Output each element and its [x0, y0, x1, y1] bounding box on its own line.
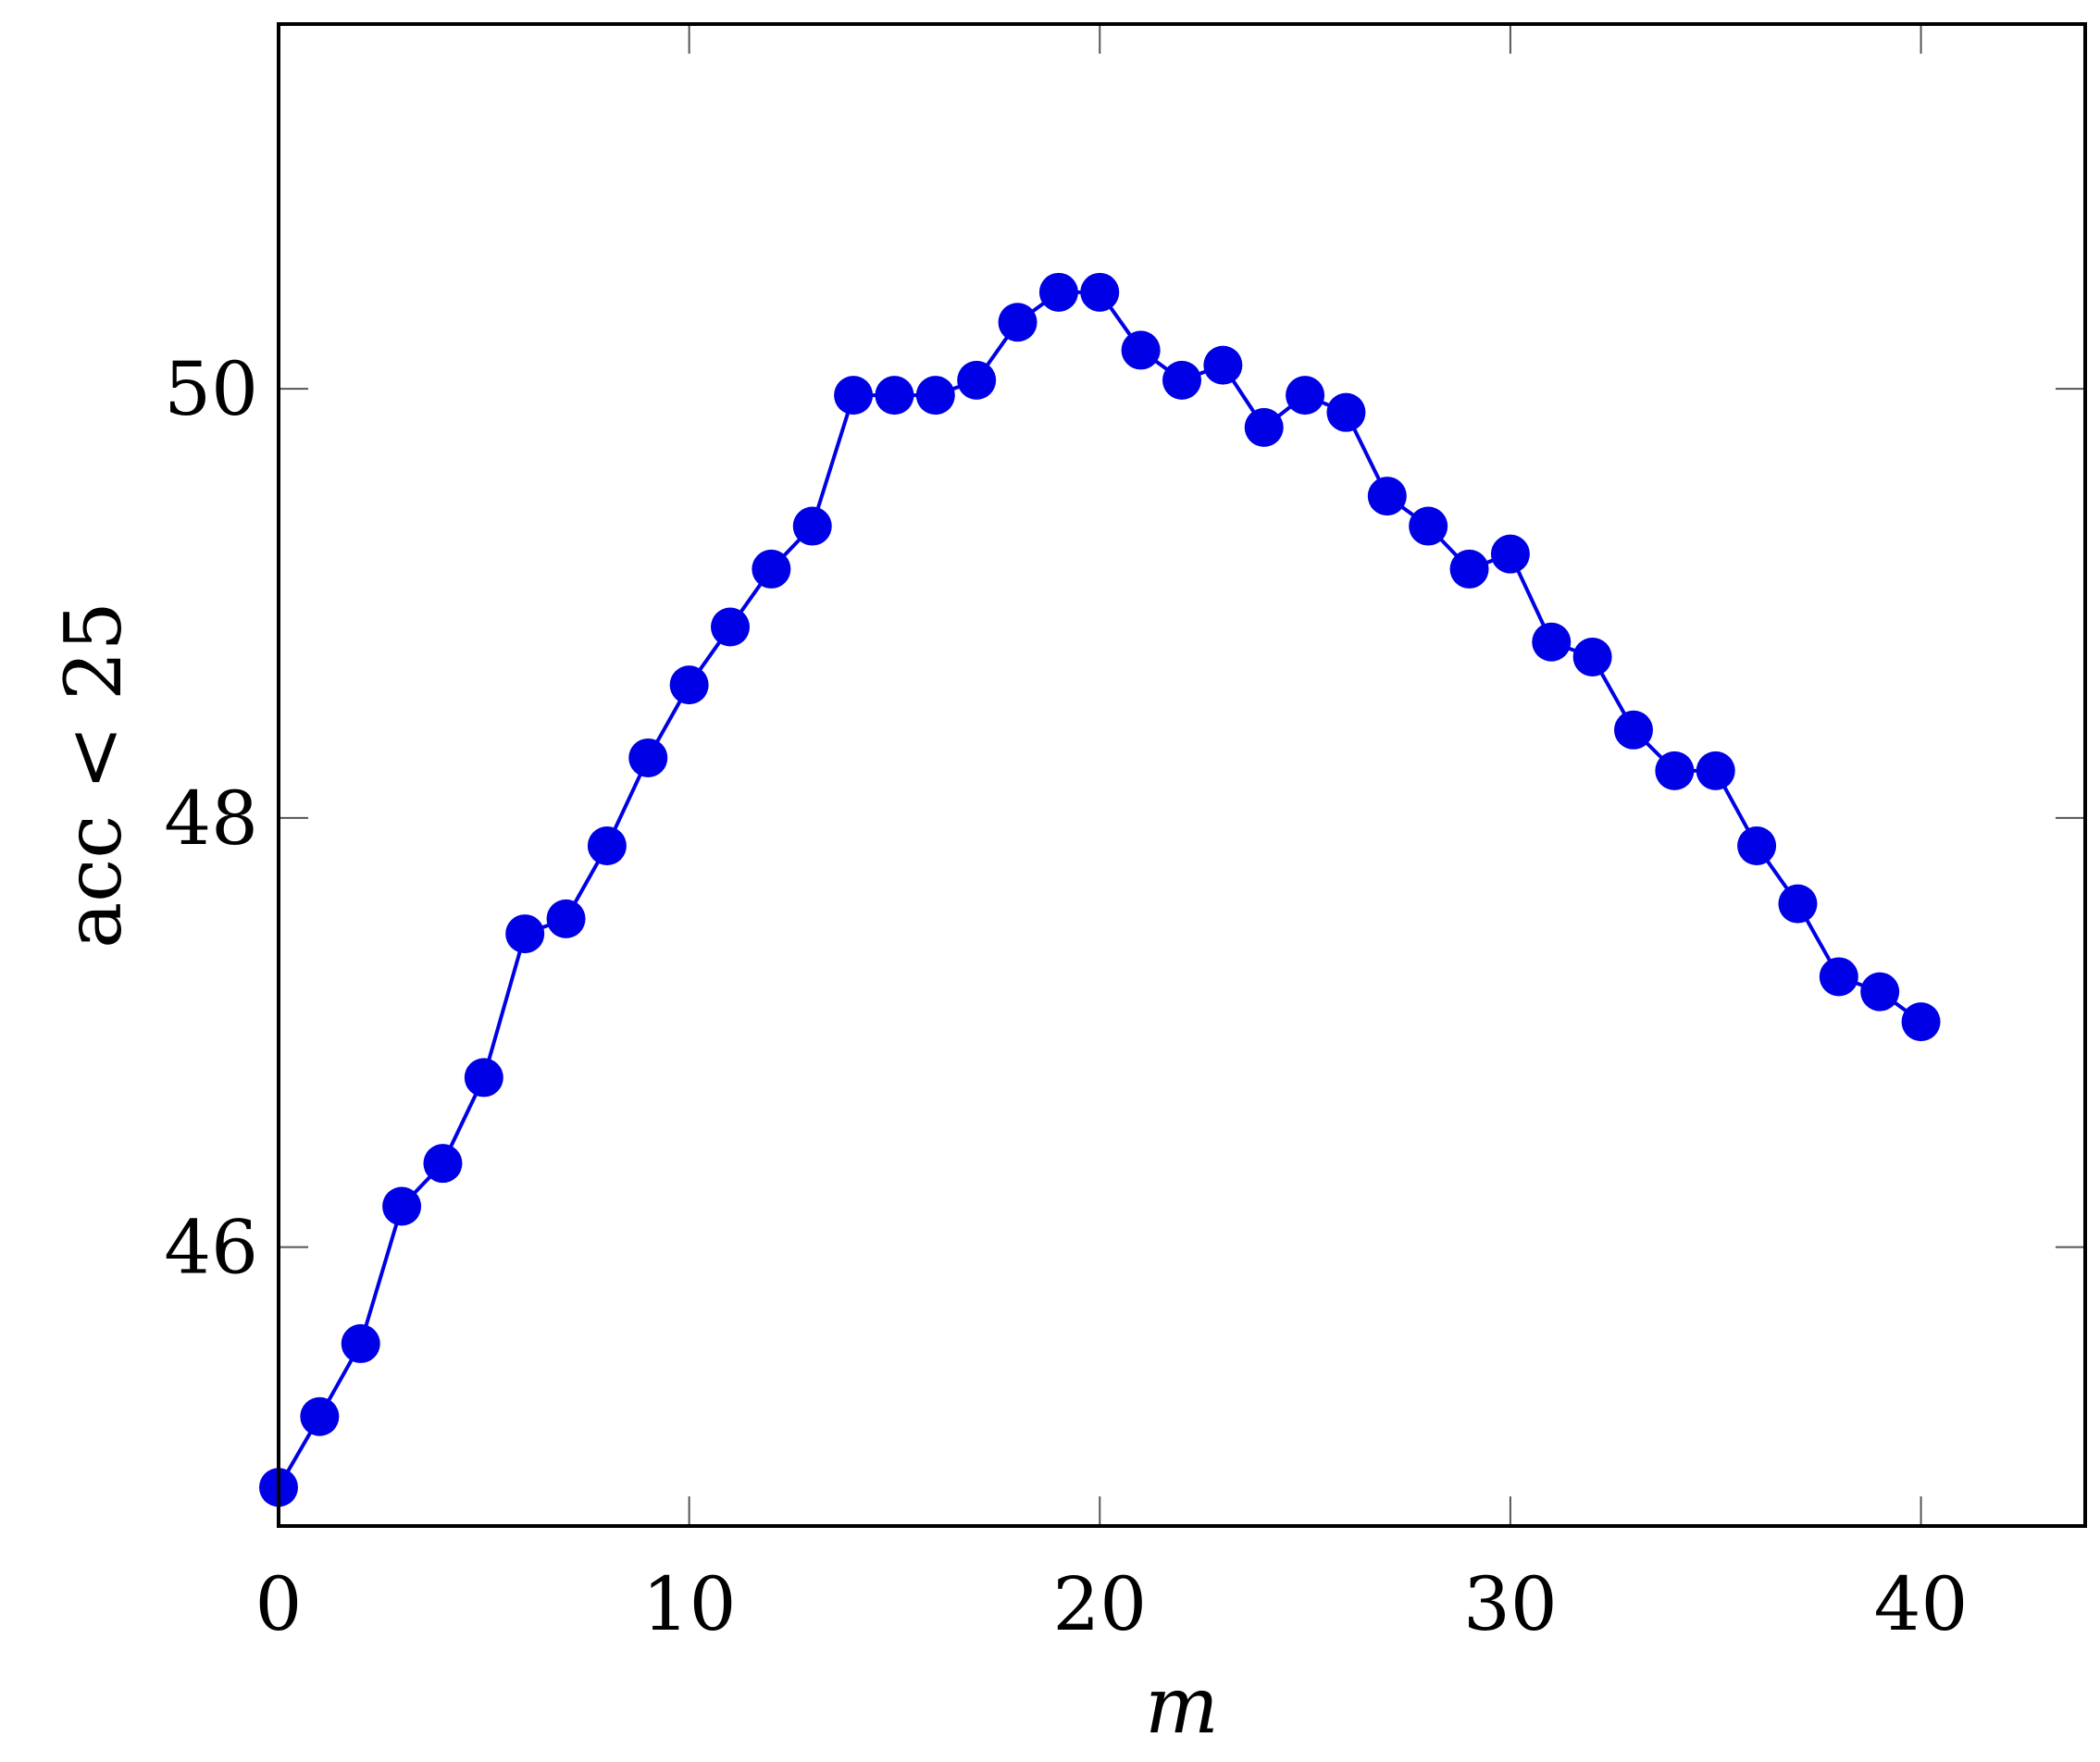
- x-tick-label: 30: [1463, 1561, 1558, 1647]
- data-point: [1080, 272, 1120, 312]
- x-tick-label: 40: [1874, 1561, 1969, 1647]
- data-point: [915, 376, 955, 416]
- data-point: [1162, 360, 1201, 400]
- data-point: [1203, 345, 1243, 385]
- data-point: [1819, 957, 1858, 997]
- data-point: [834, 376, 874, 416]
- data-point: [711, 607, 750, 647]
- data-point: [1326, 392, 1366, 432]
- data-point: [382, 1186, 422, 1226]
- data-point: [1737, 826, 1777, 866]
- data-point: [505, 914, 545, 954]
- x-axis-title: m: [1145, 1660, 1219, 1751]
- y-tick-label: 48: [164, 776, 258, 862]
- x-tick-label: 10: [642, 1561, 737, 1647]
- data-point: [752, 549, 791, 589]
- y-axis-ticks: 46 48 50: [164, 346, 2085, 1291]
- data-point: [1367, 477, 1407, 516]
- data-point: [1532, 622, 1572, 662]
- data-point: [1244, 407, 1284, 447]
- data-point: [1655, 751, 1695, 790]
- data-point: [792, 506, 832, 546]
- data-point: [1901, 1002, 1941, 1042]
- series-line: [277, 290, 1922, 1489]
- data-point: [628, 738, 668, 777]
- y-tick-label: 46: [164, 1205, 258, 1291]
- data-point: [1286, 376, 1325, 416]
- data-point: [1490, 534, 1530, 574]
- data-point: [300, 1396, 340, 1436]
- data-point: [1572, 637, 1612, 676]
- y-axis-title: acc < 25: [48, 602, 139, 949]
- data-point: [1449, 549, 1489, 589]
- data-point: [957, 360, 997, 400]
- data-point: [1121, 330, 1161, 370]
- x-axis-ticks: 0 10 20 30 40: [255, 24, 1969, 1647]
- data-point: [1778, 884, 1818, 924]
- data-point: [464, 1058, 503, 1098]
- data-point: [587, 826, 627, 866]
- x-tick-label: 0: [255, 1561, 303, 1647]
- data-point: [875, 376, 914, 416]
- data-point: [1409, 506, 1448, 546]
- x-tick-label: 20: [1052, 1561, 1147, 1647]
- data-point: [341, 1323, 380, 1363]
- data-point: [423, 1144, 463, 1184]
- data-point: [1696, 751, 1735, 790]
- data-point: [1038, 272, 1078, 312]
- y-tick-label: 50: [164, 346, 258, 432]
- data-points: [259, 272, 1941, 1508]
- data-point: [998, 303, 1038, 342]
- data-point: [1860, 972, 1900, 1011]
- plot-area-frame: [277, 22, 2087, 1528]
- data-point: [1614, 710, 1653, 750]
- data-point: [546, 899, 586, 938]
- data-point: [669, 665, 709, 705]
